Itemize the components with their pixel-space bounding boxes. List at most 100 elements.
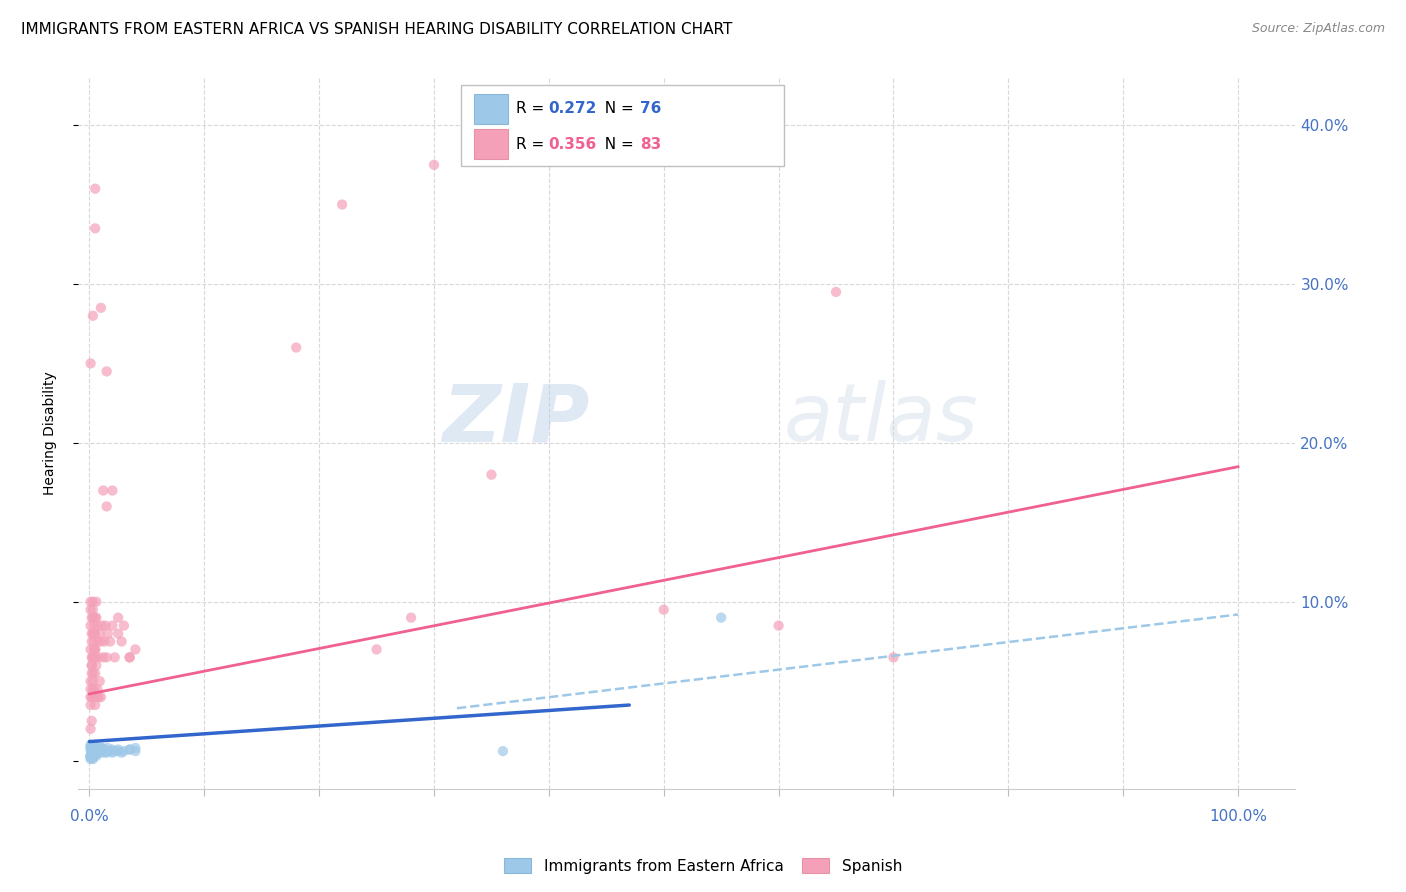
Point [91,740,114,755]
Point [124,744,146,758]
Point [83,740,105,755]
Point [89,744,111,758]
Point [80,666,103,681]
Point [79,752,101,766]
Legend: Immigrants from Eastern Africa, Spanish: Immigrants from Eastern Africa, Spanish [498,852,908,880]
Bar [474,129,508,160]
Point [80,658,103,673]
Point [80,626,103,640]
Point [84,742,107,756]
Point [104,650,127,665]
Point [96,500,118,514]
Y-axis label: Hearing Disability: Hearing Disability [44,371,58,495]
Point [84,744,107,758]
Point [80,744,103,758]
Point [79,750,101,764]
Point [82,626,104,640]
Point [825,285,848,299]
Point [79,738,101,752]
Point [101,746,124,760]
Point [83,642,105,657]
Point [79,603,101,617]
Point [90,744,112,758]
Point [330,197,353,211]
Point [96,744,118,758]
Point [91,650,114,665]
Point [83,618,105,632]
Point [79,748,101,763]
Point [87,746,110,760]
Point [79,742,101,756]
Point [84,626,107,640]
Text: 100.0%: 100.0% [1209,809,1267,824]
Point [101,742,124,756]
Point [423,158,446,172]
Text: R =: R = [516,136,550,152]
Point [80,658,103,673]
Point [84,739,107,754]
Point [366,642,388,657]
Point [101,483,124,498]
Text: N =: N = [595,102,638,116]
Point [91,746,114,760]
Text: 76: 76 [641,102,662,116]
Point [118,650,141,665]
Point [84,739,107,754]
Point [79,722,101,736]
Point [93,742,115,756]
Point [80,714,103,728]
Point [94,744,117,758]
Point [82,746,104,760]
Point [82,746,104,760]
Point [86,634,108,648]
Point [79,739,101,754]
Point [107,610,129,624]
Text: 0.356: 0.356 [548,136,596,152]
Text: R =: R = [516,102,550,116]
Point [80,750,103,764]
Point [399,610,422,624]
Point [84,742,107,756]
Point [107,744,129,758]
Point [652,603,675,617]
Point [83,682,105,697]
Point [87,690,110,704]
Point [86,690,108,704]
Point [84,610,107,624]
Point [79,748,101,763]
Point [82,744,104,758]
Point [89,626,111,640]
Point [96,650,118,665]
Point [83,650,105,665]
Point [285,341,308,355]
Point [82,674,104,689]
Point [79,674,101,689]
Point [82,650,104,665]
Point [101,618,124,632]
Point [80,610,103,624]
Point [79,682,101,697]
Point [84,182,107,196]
Point [83,634,105,648]
Text: ZIP: ZIP [441,380,589,458]
Point [83,690,105,704]
Point [83,744,105,758]
Point [110,746,132,760]
Point [492,744,515,758]
Point [79,740,101,755]
Point [90,301,112,315]
Point [80,747,103,762]
Point [86,595,108,609]
Point [768,618,790,632]
Point [79,690,101,704]
Point [84,698,107,712]
Point [89,742,111,756]
Point [90,740,112,755]
Point [84,221,107,235]
Point [82,752,104,766]
Point [83,626,105,640]
Point [118,742,141,756]
Point [82,746,104,760]
Point [83,747,105,762]
Point [80,747,103,762]
